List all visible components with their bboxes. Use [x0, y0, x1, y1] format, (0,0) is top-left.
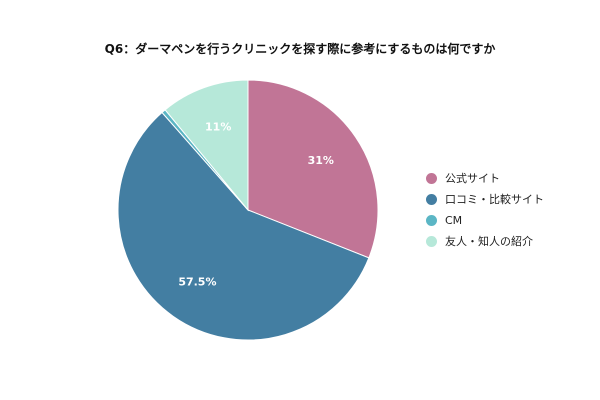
legend-item-friend-referral[interactable]: 友人・知人の紹介 — [426, 234, 596, 248]
data-label-friend-referral: 11% — [205, 121, 231, 134]
legend-item-review-site[interactable]: 口コミ・比較サイト — [426, 192, 596, 206]
legend-label-review-site: 口コミ・比較サイト — [445, 193, 544, 206]
legend-item-cm[interactable]: CM — [426, 213, 596, 227]
legend-item-official-site[interactable]: 公式サイト — [426, 171, 596, 185]
legend-swatch-friend-referral — [426, 235, 437, 247]
legend-swatch-review-site — [426, 193, 437, 205]
pie-slice-review-site[interactable] — [117, 111, 370, 341]
legend-swatch-official-site — [426, 172, 437, 184]
data-label-official-site: 31% — [308, 154, 334, 167]
pie-slice-official-site[interactable] — [247, 79, 379, 259]
legend-label-cm: CM — [445, 213, 463, 227]
pie-slice-friend-referral[interactable] — [164, 79, 249, 212]
data-label-review-site: 57.5% — [178, 275, 216, 288]
legend-label-friend-referral: 友人・知人の紹介 — [445, 235, 533, 248]
legend-label-official-site: 公式サイト — [445, 172, 500, 185]
legend: 公式サイト 口コミ・比較サイト CM 友人・知人の紹介 — [426, 171, 596, 255]
legend-swatch-cm — [426, 214, 437, 226]
chart-title: Q6：ダーマペンを行うクリニックを探す際に参考にするものは何ですか — [104, 42, 496, 56]
